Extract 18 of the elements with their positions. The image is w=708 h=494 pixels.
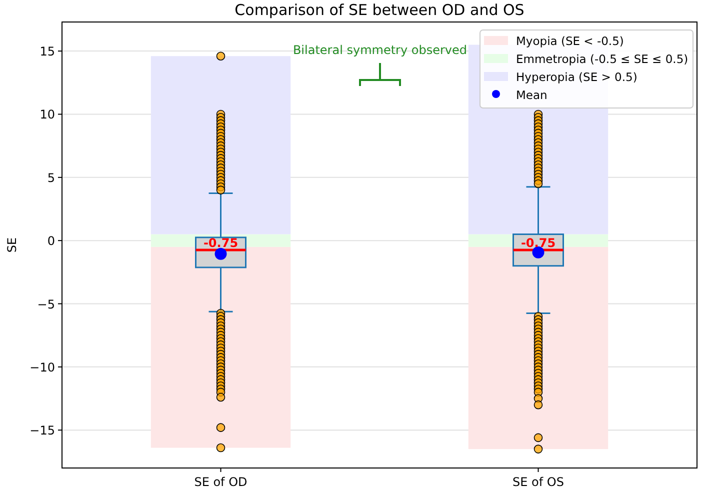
y-tick-label: −15 [30, 424, 55, 438]
legend-label: Mean [516, 88, 548, 102]
legend-label: Hyperopia (SE > 0.5) [516, 70, 638, 84]
annotation: -0.75 [203, 236, 238, 250]
x-tick-label: SE of OD [194, 475, 248, 489]
y-axis-title: SE [5, 237, 19, 253]
annotation: -0.75 [520, 236, 556, 250]
y-tick-label: 15 [40, 44, 55, 59]
y-tick-label: 5 [47, 170, 55, 185]
y-tick-label: −5 [37, 297, 55, 312]
y-tick-label: 10 [40, 108, 55, 122]
legend-label: Emmetropia (-0.5 ≤ SE ≤ 0.5) [516, 52, 688, 66]
y-tick-label: −10 [30, 360, 55, 374]
legend-label: Myopia (SE < -0.5) [516, 34, 624, 48]
chart-title: Comparison of SE between OD and OS [234, 1, 524, 19]
y-tick-label: 0 [47, 234, 55, 248]
x-tick-label: SE of OS [512, 475, 564, 489]
annotation: Bilateral symmetry observed [292, 43, 468, 57]
